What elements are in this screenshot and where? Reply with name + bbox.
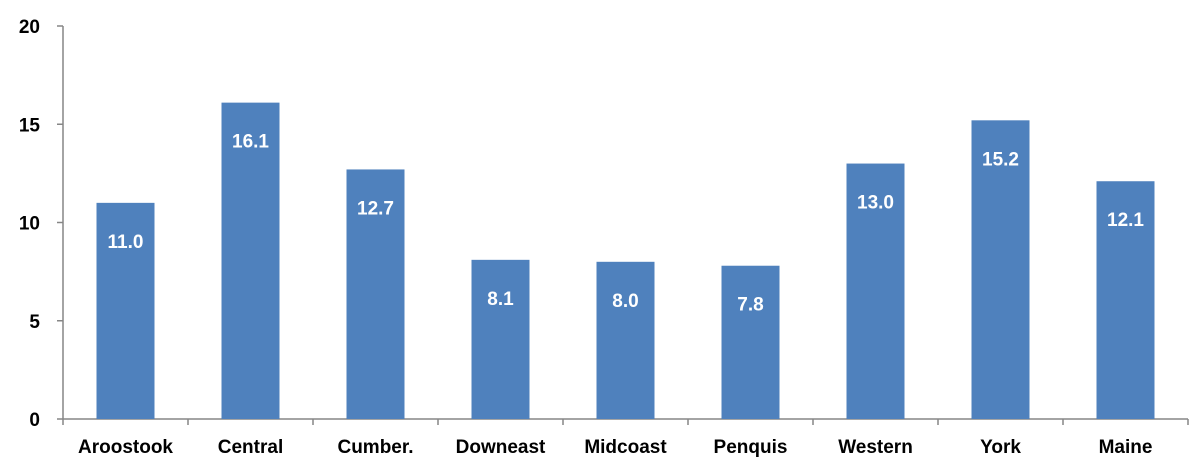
x-tick-label: Downeast	[456, 437, 546, 458]
y-tick-label: 10	[19, 214, 40, 235]
bar-value-label: 13.0	[857, 193, 894, 214]
bar-western	[846, 163, 905, 419]
bar-maine	[1096, 181, 1155, 419]
x-tick-label: Central	[218, 437, 283, 458]
x-tick-label: Penquis	[714, 437, 788, 458]
bar-penquis	[721, 265, 780, 419]
x-tick-label: Western	[838, 437, 913, 458]
x-tick-label: Maine	[1099, 437, 1153, 458]
y-tick-label: 20	[19, 17, 40, 38]
bar-york	[971, 120, 1030, 419]
x-axis: Aroostook Central Cumber. Downeast Midcoast P…	[62, 418, 1189, 458]
bars	[96, 102, 1155, 419]
x-tick-label: Midcoast	[584, 437, 667, 458]
x-tick-label: York	[980, 437, 1021, 458]
bar-value-label: 8.0	[612, 291, 638, 312]
y-tick-label: 5	[29, 312, 40, 333]
bar-cumber	[346, 169, 405, 419]
x-tick-label: Aroostook	[78, 437, 173, 458]
bar-aroostook	[96, 202, 155, 419]
bar-midcoast	[596, 261, 655, 419]
y-tick-label: 15	[19, 115, 41, 136]
y-axis: 0 5 10 15 20	[19, 17, 64, 431]
x-tick-label: Cumber.	[337, 437, 413, 458]
bar-value-label: 15.2	[982, 149, 1019, 170]
bar-value-label: 16.1	[232, 132, 269, 153]
bar-value-label: 11.0	[108, 232, 144, 253]
bar-value-label: 8.1	[487, 289, 514, 310]
bar-downeast	[471, 259, 530, 419]
bar-central	[221, 102, 280, 419]
y-tick-label: 0	[29, 410, 40, 431]
data-labels: 11.0 16.1 12.7 8.1 8.0 7.8 13.0 15.2 12.1	[108, 132, 1145, 316]
bar-value-label: 12.1	[1107, 210, 1144, 231]
bar-value-label: 12.7	[357, 198, 394, 219]
bar-value-label: 7.8	[737, 295, 763, 316]
